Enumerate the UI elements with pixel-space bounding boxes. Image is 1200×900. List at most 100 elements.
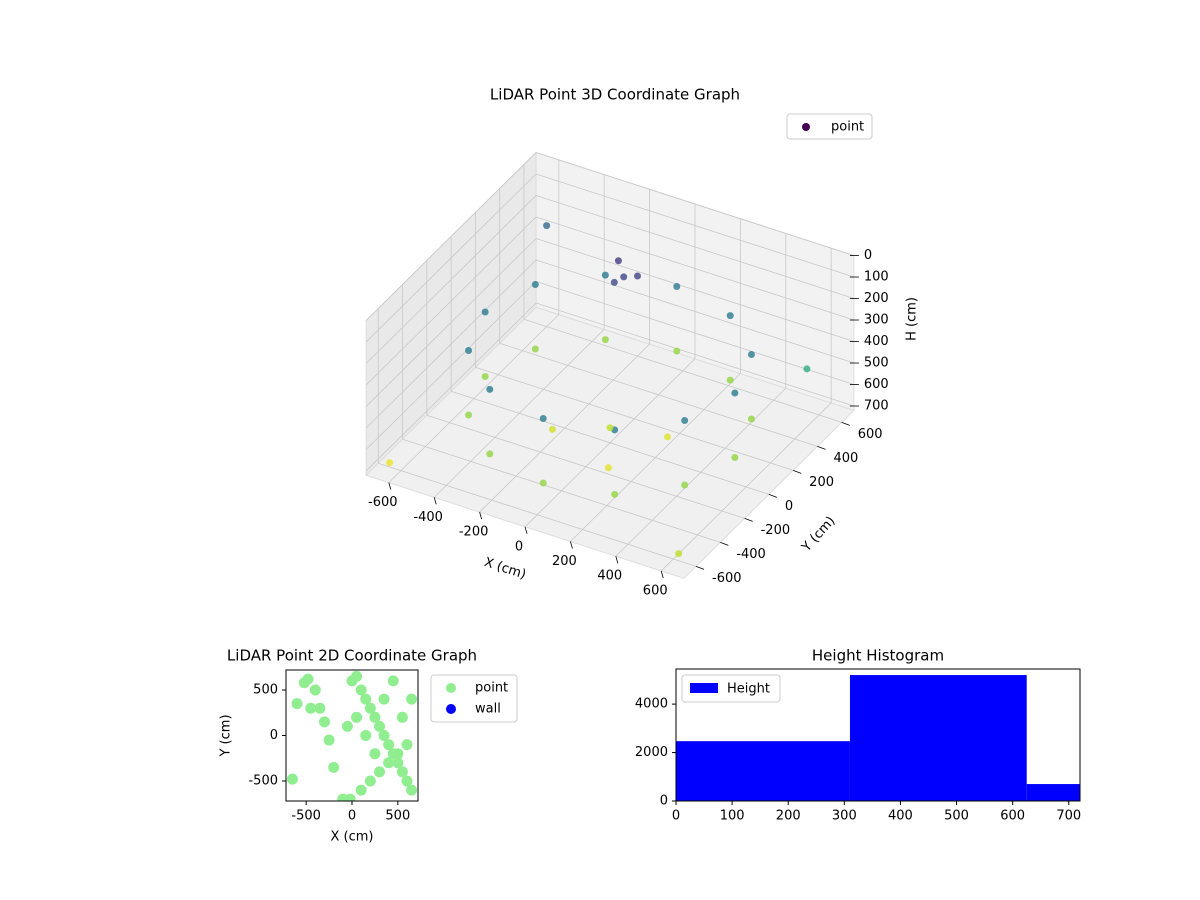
bar [849,675,1027,801]
grid-line [365,173,537,343]
z-tick-label: 300 [864,313,889,328]
point [611,490,619,498]
grid-line [426,414,745,519]
point [314,702,326,714]
point [726,376,734,384]
y-tick-label: 0 [660,794,668,809]
z-tick-label: 400 [864,334,889,349]
point [604,464,612,472]
x-tick-label: 200 [552,554,577,569]
grid-line [475,366,794,471]
x-tick-label: -200 [459,525,489,540]
grid-line [365,259,537,429]
point [531,280,539,288]
point [387,675,399,687]
point [726,312,734,320]
x-tick-label: 0 [348,809,356,824]
y-tick-label: 2000 [635,745,668,760]
x-tick [615,556,619,564]
legend-box [681,674,781,703]
x-tick-label: 500 [385,809,410,824]
point [355,784,367,796]
grid-line [365,302,537,472]
z-tick-label: 500 [864,356,889,371]
point [396,711,408,723]
grid-line [450,390,770,495]
point [351,670,363,682]
point [392,748,404,760]
point [731,453,739,461]
grid-line [535,152,855,256]
x-tick-label: -400 [413,510,443,525]
legend-marker [446,683,456,693]
point [319,716,330,728]
point [681,417,689,425]
point [601,336,609,344]
point [374,766,385,778]
point [465,411,473,419]
point [351,711,363,723]
point [286,773,298,785]
point [369,711,381,723]
point [731,389,739,397]
x-axis-label: X (cm) [482,555,528,583]
point [291,698,303,710]
plot-frame [675,668,1081,802]
grid-line [402,438,721,543]
y-tick-label: 600 [858,427,883,442]
x-tick-label: 400 [597,569,622,584]
y-tick-label: -500 [248,773,278,788]
point [396,766,408,778]
point [481,373,489,381]
grid-line [535,281,855,385]
y-axis-label: Y (cm) [219,714,234,757]
point [803,365,811,373]
y-tick [744,517,753,522]
point [383,757,395,769]
point [486,385,494,393]
grid-line [365,216,537,386]
point [392,757,404,769]
legend-marker [690,683,718,693]
point [747,415,755,423]
x-tick [388,482,392,490]
point [406,693,418,705]
bar [1026,784,1080,801]
y-tick [793,469,802,474]
grid-line [535,195,855,299]
x-tick [524,526,528,534]
z-axis-label: H (cm) [904,297,919,341]
point [364,775,376,787]
point [309,684,321,696]
point [681,481,689,489]
grid-line [535,302,855,407]
x-tick-label: 500 [944,809,969,824]
y-axis-label: Y (cm) [799,514,839,556]
y-tick-label: 0 [270,728,278,743]
x-axis-label: X (cm) [331,830,374,845]
bar [676,741,850,801]
point [481,308,489,316]
y-tick [695,565,705,570]
point [360,693,372,705]
z-tick-label: 700 [864,399,889,414]
point [673,347,681,355]
legend-box [786,113,873,140]
legend-label: wall [475,702,501,717]
x-tick-label: -500 [291,809,321,824]
point [406,784,418,796]
legend-marker [446,704,456,714]
grid-line [535,259,855,364]
y-tick-label: -400 [736,547,766,562]
point [364,702,376,714]
point [344,793,356,801]
y-tick [841,421,850,426]
z-tick-label: 100 [864,270,889,285]
x-tick [433,497,437,505]
grid-line [378,462,697,567]
point [531,345,539,353]
point [305,702,317,714]
grid-line [365,195,537,364]
grid-line [523,318,842,423]
